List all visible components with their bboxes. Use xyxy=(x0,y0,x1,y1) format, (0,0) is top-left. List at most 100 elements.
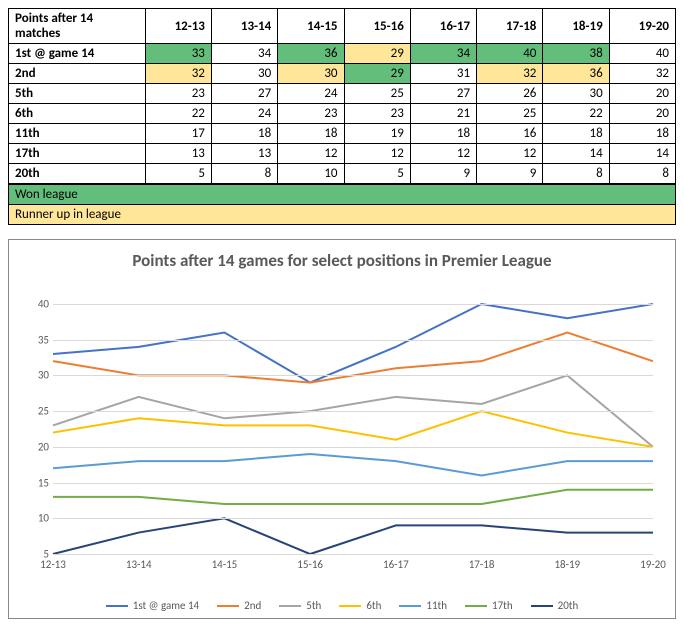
legend-item: 20th xyxy=(531,599,579,612)
table-cell: 18 xyxy=(211,124,277,144)
table-cell: 27 xyxy=(211,84,277,104)
y-tick-label: 10 xyxy=(19,512,49,525)
table-row: 6th2224232321252220 xyxy=(9,104,676,124)
table-cell: 32 xyxy=(477,64,543,84)
table-cell: 10 xyxy=(278,164,344,184)
season-header: 17-18 xyxy=(477,9,543,44)
table-cell: 23 xyxy=(145,84,211,104)
table-cell: 12 xyxy=(344,144,410,164)
table-row: 2nd3230302931323632 xyxy=(9,64,676,84)
table-cell: 32 xyxy=(609,64,675,84)
table-cell: 24 xyxy=(278,84,344,104)
gridline xyxy=(53,518,653,519)
table-cell: 36 xyxy=(543,64,609,84)
table-cell: 12 xyxy=(410,144,476,164)
season-header: 13-14 xyxy=(211,9,277,44)
series-line xyxy=(53,304,653,383)
table-body: 1st @ game 1433343629344038402nd32303029… xyxy=(9,44,676,184)
table-row: 11th1718181918161818 xyxy=(9,124,676,144)
legend-label: 11th xyxy=(426,599,447,612)
table-cell: 9 xyxy=(410,164,476,184)
y-tick-label: 25 xyxy=(19,405,49,418)
x-tick-label: 15-16 xyxy=(297,558,323,571)
legend-item: 2nd xyxy=(217,599,261,612)
table-cell: 19 xyxy=(344,124,410,144)
gridline xyxy=(53,411,653,412)
x-tick-label: 17-18 xyxy=(469,558,495,571)
legend-label: 6th xyxy=(366,599,381,612)
plot-area: 51015202530354012-1313-1414-1515-1616-17… xyxy=(53,304,653,554)
chart-title: Points after 14 games for select positio… xyxy=(9,240,675,275)
x-tick-label: 14-15 xyxy=(212,558,238,571)
x-tick-label: 19-20 xyxy=(640,558,666,571)
table-row: 17th1313121212121414 xyxy=(9,144,676,164)
row-label: 1st @ game 14 xyxy=(9,44,146,64)
gridline xyxy=(53,483,653,484)
season-header: 12-13 xyxy=(145,9,211,44)
legend-item: 6th xyxy=(339,599,381,612)
legend-label: 20th xyxy=(558,599,579,612)
table-cell: 38 xyxy=(543,44,609,64)
season-header: 15-16 xyxy=(344,9,410,44)
legend-swatch xyxy=(217,605,239,607)
table-cell: 13 xyxy=(211,144,277,164)
season-header: 16-17 xyxy=(410,9,476,44)
y-tick-label: 30 xyxy=(19,369,49,382)
table-cell: 23 xyxy=(344,104,410,124)
legend-swatch xyxy=(399,605,421,607)
chart-legend: 1st @ game 14 2nd 5th 6th 11th 17th 20th xyxy=(9,599,675,612)
y-tick-label: 15 xyxy=(19,476,49,489)
table-cell: 17 xyxy=(145,124,211,144)
legend-item: 5th xyxy=(279,599,321,612)
legend-swatch xyxy=(465,605,487,607)
table-cell: 5 xyxy=(344,164,410,184)
table-cell: 25 xyxy=(344,84,410,104)
gridline xyxy=(53,340,653,341)
legend-label: 2nd xyxy=(244,599,261,612)
legend-label: 5th xyxy=(306,599,321,612)
series-line xyxy=(53,490,653,504)
row-label: 20th xyxy=(9,164,146,184)
row-label: 6th xyxy=(9,104,146,124)
legend-swatch xyxy=(339,605,361,607)
series-line xyxy=(53,518,653,554)
table-cell: 18 xyxy=(410,124,476,144)
series-line xyxy=(53,454,653,475)
table-cell: 18 xyxy=(278,124,344,144)
table-cell: 31 xyxy=(410,64,476,84)
table-cell: 8 xyxy=(211,164,277,184)
row-label: 11th xyxy=(9,124,146,144)
table-cell: 20 xyxy=(609,84,675,104)
table-cell: 21 xyxy=(410,104,476,124)
table-cell: 27 xyxy=(410,84,476,104)
table-cell: 32 xyxy=(145,64,211,84)
table-cell: 13 xyxy=(145,144,211,164)
legend-swatch xyxy=(106,605,128,607)
table-row: 1st @ game 143334362934403840 xyxy=(9,44,676,64)
table-cell: 16 xyxy=(477,124,543,144)
legend-item: 17th xyxy=(465,599,513,612)
table-cell: 18 xyxy=(543,124,609,144)
table-cell: 14 xyxy=(609,144,675,164)
table-cell: 36 xyxy=(278,44,344,64)
table-cell: 29 xyxy=(344,44,410,64)
table-cell: 12 xyxy=(477,144,543,164)
x-tick-label: 18-19 xyxy=(554,558,580,571)
table-cell: 14 xyxy=(543,144,609,164)
table-row: 20th581059988 xyxy=(9,164,676,184)
legend-won: Won league xyxy=(9,185,676,205)
table-cell: 40 xyxy=(477,44,543,64)
gridline xyxy=(53,375,653,376)
table-cell: 20 xyxy=(609,104,675,124)
table-cell: 30 xyxy=(543,84,609,104)
table-cell: 33 xyxy=(145,44,211,64)
legend-item: 1st @ game 14 xyxy=(106,599,199,612)
table-cell: 22 xyxy=(145,104,211,124)
table-cell: 8 xyxy=(543,164,609,184)
table-row: 5th2327242527263020 xyxy=(9,84,676,104)
row-label: 17th xyxy=(9,144,146,164)
table-cell: 40 xyxy=(609,44,675,64)
gridline xyxy=(53,304,653,305)
y-tick-label: 35 xyxy=(19,333,49,346)
chart-lines-svg xyxy=(53,304,653,554)
